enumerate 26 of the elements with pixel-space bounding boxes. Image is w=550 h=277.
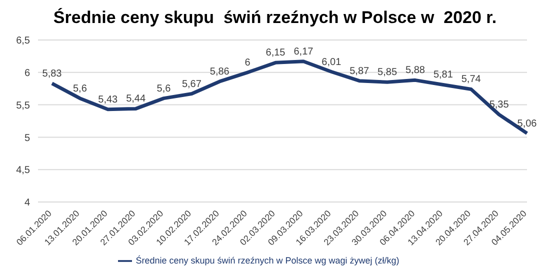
chart-title: Średnie ceny skupu świń rzeźnych w Polsce w 2020 r.	[52, 8, 498, 29]
y-tick-label: 4	[24, 198, 30, 209]
y-tick-label: 4,5	[16, 165, 30, 176]
y-tick-label: 6	[24, 68, 30, 79]
y-tick-label: 5	[24, 132, 30, 144]
data-label: 5,43	[98, 94, 118, 106]
data-label: 5,06	[517, 118, 538, 130]
data-label: 5,6	[72, 83, 88, 94]
data-label: 6,15	[266, 48, 286, 59]
data-label: 5,85	[378, 67, 398, 78]
data-label: 5,44	[126, 94, 146, 105]
data-label: 5,6	[156, 83, 172, 94]
y-tick-label: 6,5	[16, 36, 30, 47]
data-label: 6,17	[294, 46, 314, 58]
legend-label: Średnie ceny skupu świń rzeźnych w Polsce wg wagi żywej (zł/kg)	[136, 255, 400, 266]
data-label: 5,86	[210, 66, 230, 78]
data-label: 5,87	[350, 66, 370, 77]
data-label: 6,01	[322, 56, 342, 68]
data-label: 5,74	[461, 74, 482, 86]
data-label: 5,83	[42, 68, 62, 80]
data-label: 5,88	[406, 65, 426, 76]
data-label: 5,67	[182, 78, 202, 90]
data-label: 6	[244, 57, 251, 68]
data-label: 5,35	[489, 100, 510, 111]
data-label: 5,81	[433, 70, 454, 81]
y-tick-label: 5,5	[16, 100, 30, 112]
